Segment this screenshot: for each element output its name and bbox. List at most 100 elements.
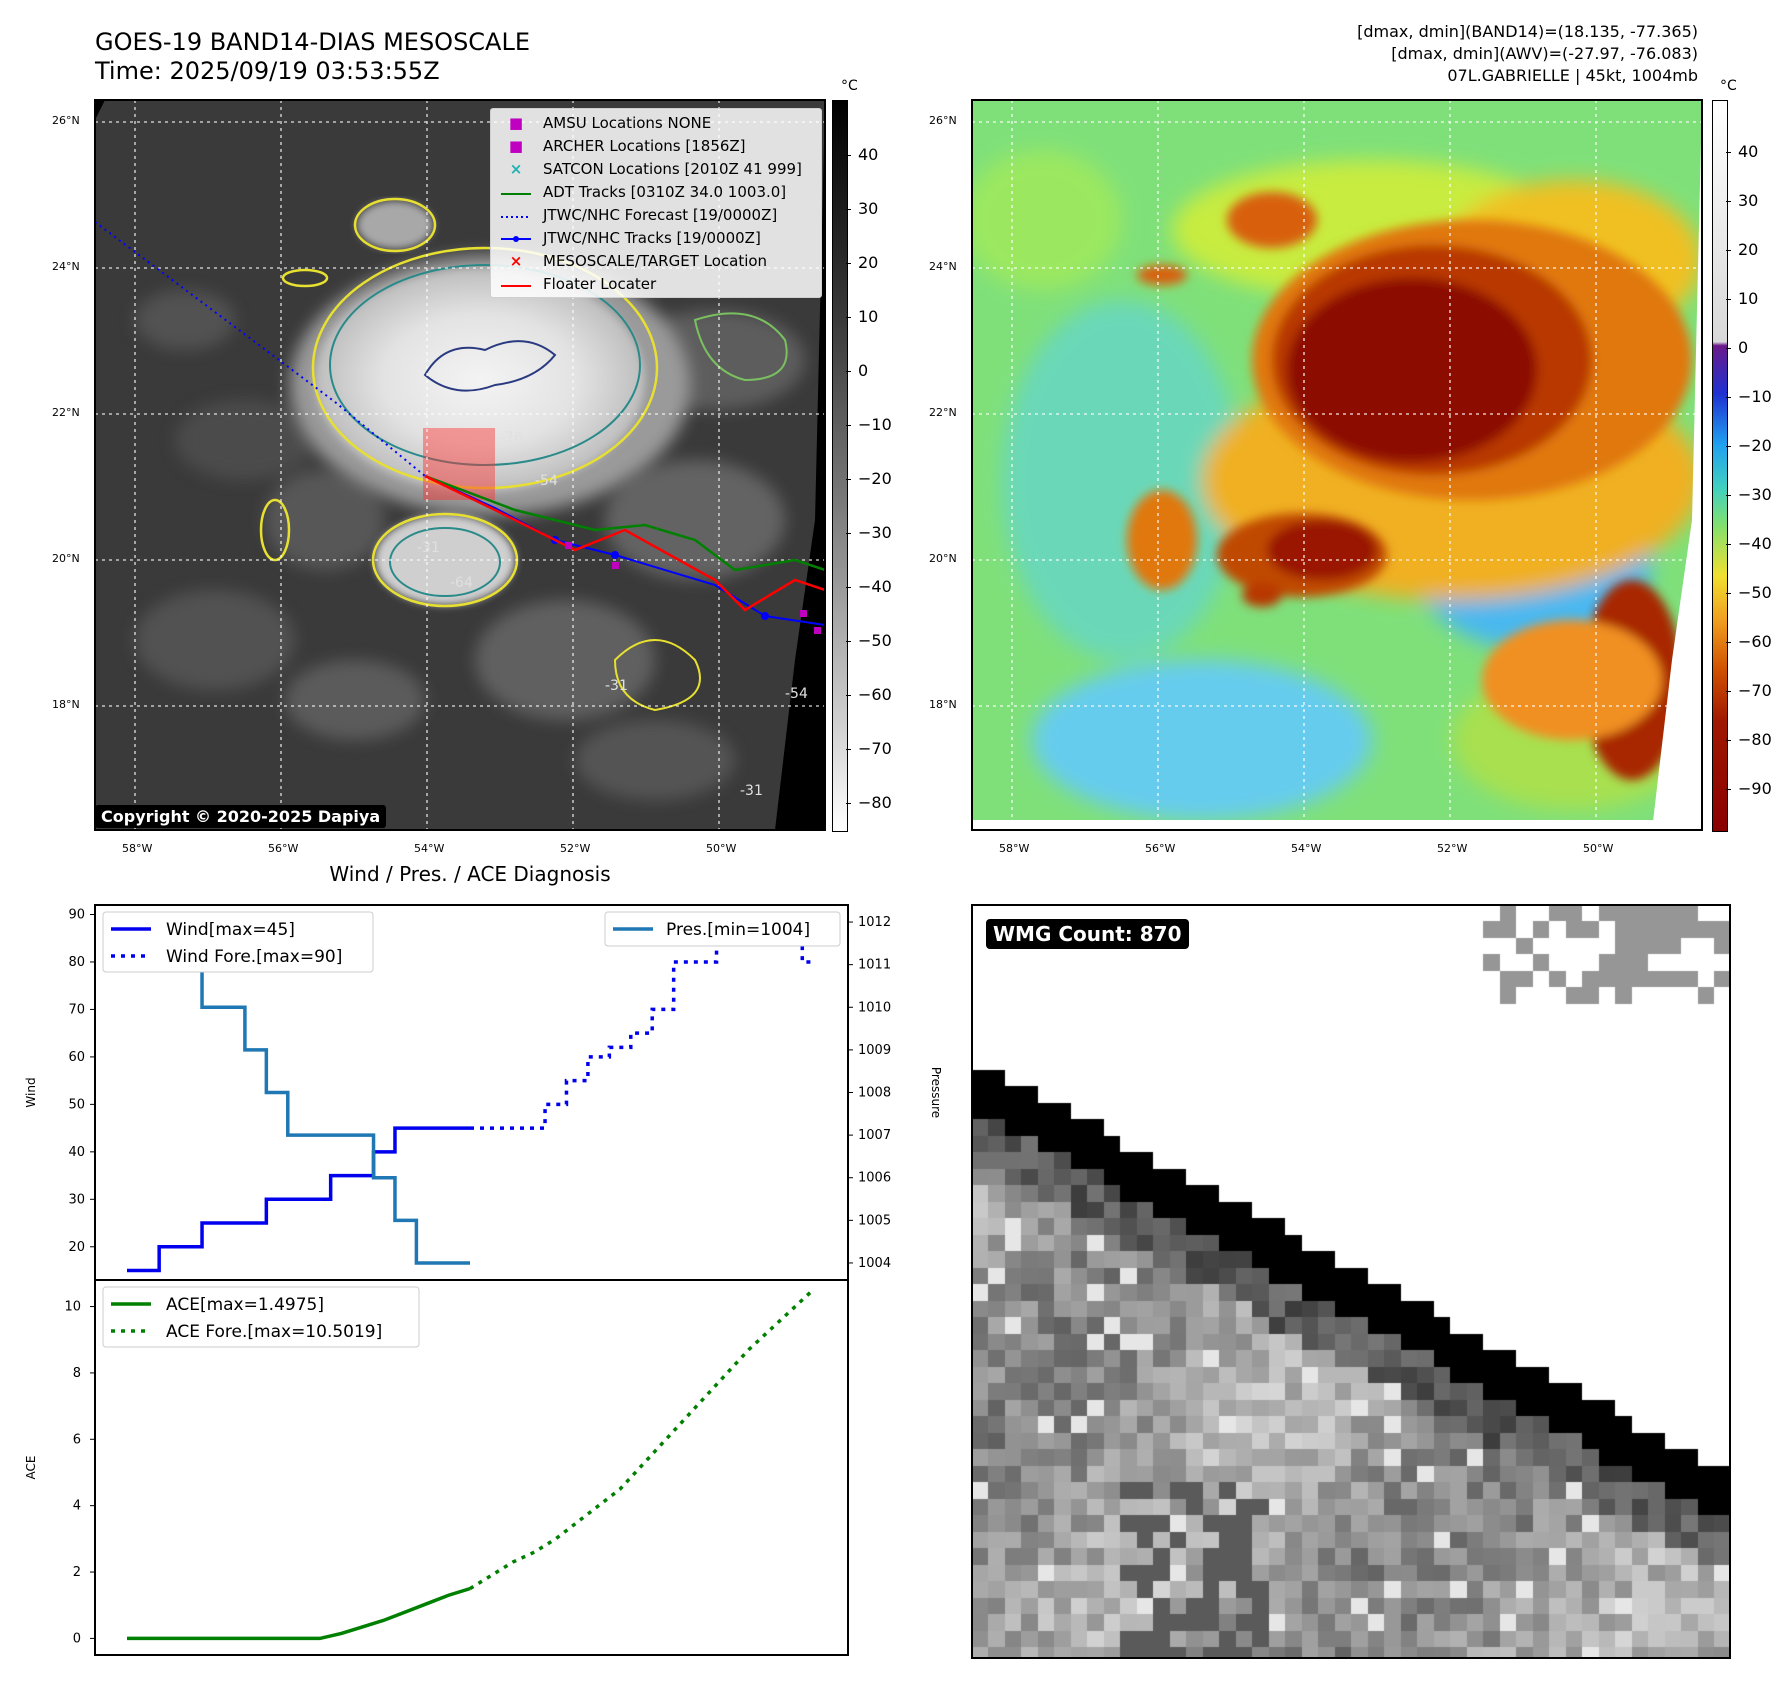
colorbar-tick-mark: [1726, 789, 1731, 790]
contour-label: -54: [535, 473, 558, 489]
colorbar-tick-mark: [1726, 397, 1731, 398]
ace-series-line-0: [127, 1586, 471, 1641]
colorbar-tick-mark: [1726, 152, 1731, 153]
colorbar-tick: −30: [1738, 485, 1772, 504]
colorbar-unit: °C: [1720, 78, 1737, 94]
y2-axis-label: Pressure: [929, 1067, 943, 1118]
title-line-2: Time: 2025/09/19 03:53:55Z: [95, 57, 440, 85]
y2-tick-label: 1010: [858, 1000, 891, 1015]
lat-label: 22°N: [52, 406, 80, 419]
y-tick-label: 50: [68, 1097, 85, 1112]
copyright-badge: Copyright © 2020-2025 Dapiya: [95, 805, 387, 828]
y-tick-label: 60: [68, 1050, 85, 1065]
lon-label: 52°W: [1437, 842, 1468, 855]
wmg-pixel-grid: [972, 905, 1730, 1658]
chart-title: Wind / Pres. / ACE Diagnosis: [329, 862, 611, 886]
lat-label: 18°N: [929, 698, 957, 711]
colorbar-tick-mark: [846, 263, 851, 264]
lat-label: 18°N: [52, 698, 80, 711]
red-x-icon: ×: [509, 251, 523, 270]
ir-color-map-frame: [971, 99, 1703, 831]
y2-tick-label: 1005: [858, 1213, 891, 1228]
colorbar-tick: −80: [858, 793, 892, 812]
wmg-panel: WMG Count: 870: [972, 905, 1730, 1658]
contour-label: -31: [605, 678, 628, 694]
pressure-legend: [604, 911, 841, 947]
y-tick-label: 80: [68, 955, 85, 970]
legend-label: Floater Locater: [543, 274, 657, 293]
contour-label: -54: [785, 686, 808, 702]
colorbar-tick-mark: [1726, 446, 1731, 447]
blue-dotted-line-icon: [501, 206, 531, 224]
y-tick-label: 20: [68, 1240, 85, 1255]
lat-label: 26°N: [52, 114, 80, 127]
colorbar-tick-mark: [1726, 495, 1731, 496]
colorbar-tick-mark: [846, 371, 851, 372]
colorbar-tick-mark: [846, 479, 851, 480]
lat-label: 24°N: [52, 260, 80, 273]
colorbar-tick-mark: [846, 155, 851, 156]
colorbar-tick: −70: [1738, 681, 1772, 700]
wmg-frame: [971, 904, 1731, 1659]
y-tick-label: 0: [73, 1631, 81, 1646]
cyan-x-icon: ×: [509, 159, 523, 178]
legend-item-archer: ■ ARCHER Locations [1856Z]: [491, 134, 821, 157]
legend-label: ARCHER Locations [1856Z]: [543, 136, 746, 155]
contour-label: -31: [417, 540, 440, 556]
y2-tick-label: 1012: [858, 915, 891, 930]
info-line-2: [dmax, dmin](AWV)=(-27.97, -76.083): [1391, 44, 1698, 63]
legend-item-floater: Floater Locater: [491, 272, 821, 295]
contour-label: -31: [740, 783, 763, 799]
colorbar-tick: −40: [858, 577, 892, 596]
colorbar-tick-mark: [846, 803, 851, 804]
legend-label-ace: ACE[max=1.4975]: [166, 1295, 324, 1315]
legend-label: AMSU Locations NONE: [543, 113, 712, 132]
info-line-1: [dmax, dmin](BAND14)=(18.135, -77.365): [1357, 22, 1698, 41]
lat-label: 20°N: [52, 552, 80, 565]
ace-legend: [102, 1286, 420, 1348]
legend-label-pressure: Pres.[min=1004]: [666, 920, 810, 940]
colorbar-tick-mark: [846, 749, 851, 750]
blue-dot-line-icon: [501, 229, 531, 247]
legend-item-adt: ADT Tracks [0310Z 34.0 1003.0]: [491, 180, 821, 203]
red-line-icon: [501, 275, 531, 293]
color-colorbar: [1712, 100, 1728, 832]
y-tick-label: 90: [68, 907, 85, 922]
colorbar-tick: 20: [858, 253, 879, 272]
colorbar-tick: −50: [1738, 583, 1772, 602]
y2-tick-label: 1011: [858, 958, 891, 973]
y-tick-label: 8: [73, 1366, 81, 1381]
legend-label-wind-forecast: Wind Fore.[max=90]: [166, 947, 342, 967]
lon-label: 52°W: [560, 842, 591, 855]
y2-tick-label: 1008: [858, 1086, 891, 1101]
colorbar-tick: 0: [858, 361, 869, 380]
colorbar-tick-mark: [1726, 642, 1731, 643]
series-line-2: [127, 920, 470, 1265]
lat-label: 22°N: [929, 406, 957, 419]
legend-item-amsu: ■ AMSU Locations NONE: [491, 111, 821, 134]
magenta-square-icon: ■: [508, 113, 524, 132]
colorbar-tick-mark: [846, 533, 851, 534]
colorbar-tick-mark: [1726, 201, 1731, 202]
ace-chart-frame: [94, 1279, 849, 1656]
legend-label: JTWC/NHC Forecast [19/0000Z]: [543, 205, 778, 224]
colorbar-tick-mark: [1726, 348, 1731, 349]
legend-item-jtwc-forecast: JTWC/NHC Forecast [19/0000Z]: [491, 203, 821, 226]
colorbar-tick: −60: [858, 685, 892, 704]
lon-label: 50°W: [1583, 842, 1614, 855]
series-line-1: [470, 936, 813, 1130]
colorbar-tick-mark: [1726, 593, 1731, 594]
colorbar-tick-mark: [846, 317, 851, 318]
colorbar-tick: −50: [858, 631, 892, 650]
colorbar-tick-mark: [846, 641, 851, 642]
legend-label: MESOSCALE/TARGET Location: [543, 251, 768, 270]
colorbar-unit: °C: [841, 78, 858, 94]
colorbar-tick: −10: [1738, 387, 1772, 406]
y2-tick-label: 1007: [858, 1128, 891, 1143]
colorbar-tick: −10: [858, 415, 892, 434]
y2-tick-label: 1006: [858, 1171, 891, 1186]
contour-label: -76: [500, 430, 523, 446]
colorbar-tick: −20: [1738, 436, 1772, 455]
colorbar-tick: −80: [1738, 730, 1772, 749]
contour-label: -64: [450, 575, 473, 591]
